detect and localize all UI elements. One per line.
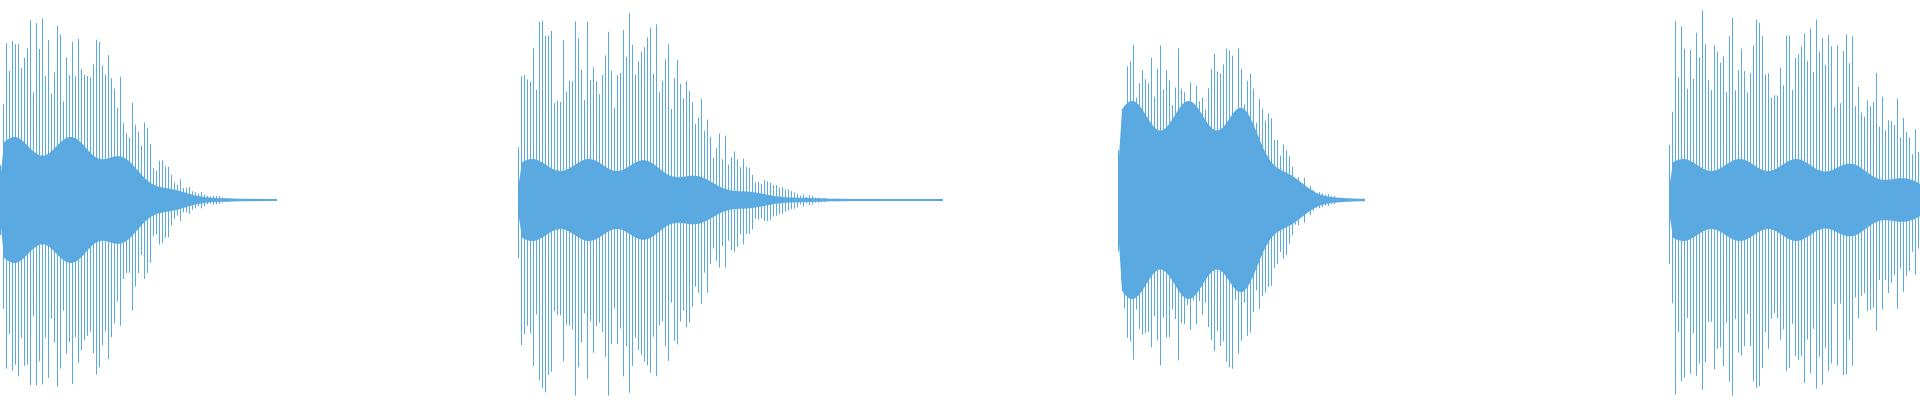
waveform-burst	[1669, 10, 1919, 396]
waveform-core	[518, 159, 943, 241]
waveform-burst	[0, 18, 277, 387]
waveform-burst	[518, 13, 942, 396]
waveform-core	[1669, 159, 1920, 241]
waveform-burst	[1118, 44, 1365, 369]
